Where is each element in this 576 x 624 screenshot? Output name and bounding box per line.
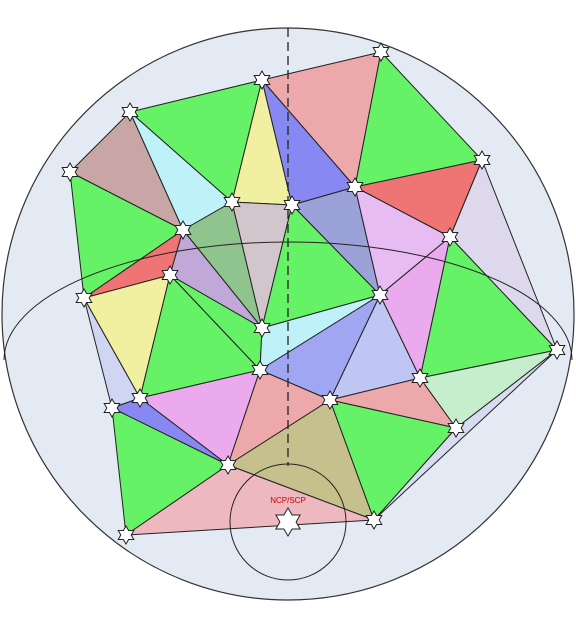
star-marker <box>117 525 135 545</box>
star-marker <box>371 285 389 305</box>
star-marker <box>174 220 192 240</box>
star-marker <box>473 150 491 170</box>
facets <box>69 51 558 536</box>
star-marker <box>441 227 459 247</box>
star-marker <box>283 195 301 215</box>
star-marker <box>223 192 241 212</box>
star-marker <box>321 390 339 410</box>
facet <box>125 464 375 536</box>
star-markers <box>61 42 566 545</box>
star-marker <box>447 418 465 438</box>
star-marker <box>253 70 271 90</box>
star-marker <box>61 162 79 182</box>
pole-label: NCP/SCP <box>270 496 306 505</box>
pole-circle <box>229 463 347 581</box>
star-marker <box>346 177 364 197</box>
star-marker <box>253 318 271 338</box>
star-marker <box>411 368 429 388</box>
star-marker <box>365 510 383 530</box>
star-marker <box>548 340 566 360</box>
pole-star-marker <box>275 507 301 537</box>
star-marker <box>75 288 93 308</box>
star-marker <box>131 388 149 408</box>
star-marker <box>251 360 269 380</box>
star-marker <box>161 265 179 285</box>
star-marker <box>372 42 390 62</box>
facet <box>329 399 457 521</box>
star-marker <box>103 398 121 418</box>
star-marker <box>219 455 237 475</box>
star-marker <box>121 102 139 122</box>
